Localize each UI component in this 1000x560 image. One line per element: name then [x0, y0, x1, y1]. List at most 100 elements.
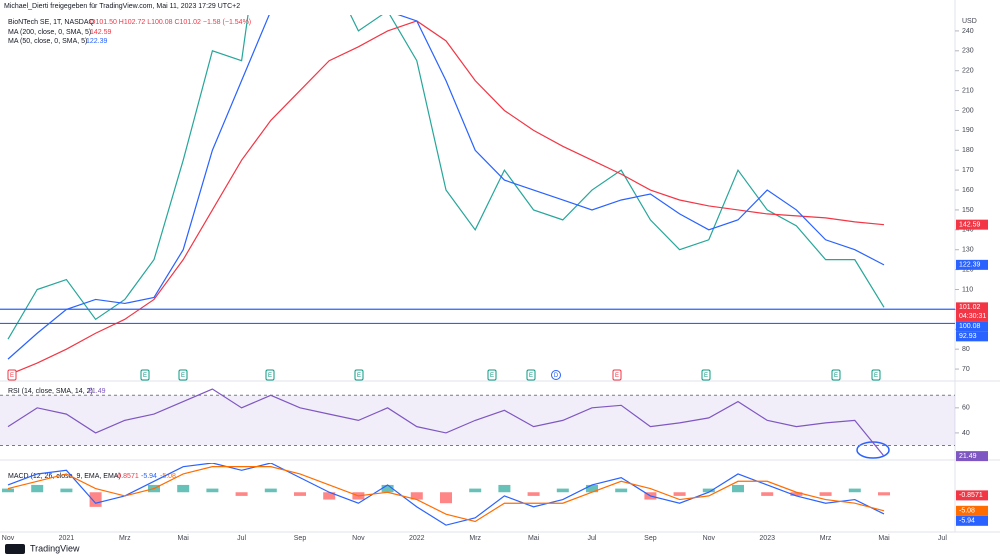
- macd-histogram-bar: [498, 484, 511, 493]
- currency: USD: [962, 18, 977, 25]
- ma200-legend: MA (200, close, 0, SMA, 5): [8, 29, 91, 36]
- macd-histogram-bar: [264, 488, 277, 493]
- rsi-legend: RSI (14, close, SMA, 14, 2): [8, 388, 93, 395]
- badge-bg: [956, 311, 988, 322]
- y-tick-label: 60: [962, 405, 970, 412]
- event-label: E: [10, 373, 14, 379]
- symbol: BioNTech SE, 1T, NASDAQ: [8, 19, 95, 26]
- macd-value: -5.94: [141, 473, 157, 480]
- badge-text: 100.08: [959, 323, 981, 330]
- macd-histogram-bar: [410, 492, 423, 500]
- price-badge: 122.39: [956, 259, 988, 270]
- signal-line: [7, 466, 885, 523]
- y-tick-label: 70: [962, 366, 970, 373]
- event-label: E: [181, 373, 185, 379]
- rsi-badge: 21.49: [956, 451, 988, 462]
- macd-histogram-bar: [235, 492, 248, 496]
- event-label: E: [704, 373, 708, 379]
- event-label: E: [357, 373, 361, 379]
- badge-bg: [956, 259, 988, 270]
- event-label: E: [834, 373, 838, 379]
- badge-text: 101.02: [959, 304, 981, 311]
- badge-bg: [956, 451, 988, 462]
- logo: TradingView: [30, 543, 80, 553]
- macd-line: [7, 463, 885, 526]
- x-tick-label: Mrz: [119, 535, 131, 542]
- macd-histogram-bar: [31, 484, 44, 493]
- macd-histogram-bar: [177, 484, 190, 493]
- macd-histogram-bar: [878, 492, 890, 496]
- badge-text: 122.39: [959, 262, 981, 269]
- signal-value: -5.08: [160, 473, 176, 480]
- macd-histogram-bar: [819, 492, 832, 496]
- price-badge: 100.08: [956, 321, 988, 332]
- x-tick-label: Mrz: [820, 535, 832, 542]
- badge-bg: [956, 331, 988, 342]
- x-tick-label: Mrz: [469, 535, 481, 542]
- badge-bg: [956, 505, 988, 516]
- macd-pane: [2, 463, 890, 526]
- x-tick-label: Nov: [352, 535, 365, 542]
- moving-average: [7, 15, 885, 360]
- price-badge: 92.93: [956, 331, 988, 342]
- rsi-value: 21.49: [88, 388, 106, 395]
- macd-badge: -5.94: [956, 515, 988, 526]
- badge-text: -5.08: [959, 508, 975, 515]
- macd-histogram-bar: [381, 484, 394, 493]
- event-icon: [831, 369, 841, 381]
- badge-text: 21.49: [959, 453, 977, 460]
- ma200-value: 142.59: [90, 29, 112, 36]
- macd-histogram-bar: [790, 492, 803, 496]
- badge-text: 92.93: [959, 333, 977, 340]
- macd-histogram-bar: [206, 488, 219, 493]
- macd-histogram-bar: [440, 492, 452, 504]
- x-tick-label: 2022: [409, 535, 425, 542]
- macd-legend: MACD (12, 26, close, 9, EMA, EMA): [8, 473, 121, 480]
- price-pane: [0, 15, 955, 376]
- x-tick-label: Jul: [237, 535, 246, 542]
- macd-histogram-bar: [586, 484, 598, 493]
- price-badge: 101.02: [956, 302, 988, 313]
- price-line: [7, 15, 885, 340]
- y-tick-label: 180: [962, 147, 974, 154]
- y-tick-label: 130: [962, 247, 974, 254]
- badge-bg: [956, 490, 988, 501]
- y-tick-label: 220: [962, 68, 974, 75]
- event-icon: [265, 369, 275, 381]
- event-label: E: [490, 373, 494, 379]
- y-tick-label: 170: [962, 167, 974, 174]
- price-badge: 142.59: [956, 219, 988, 230]
- y-tick-label: 80: [962, 346, 970, 353]
- macd-histogram-bar: [848, 488, 861, 493]
- event-icon: [526, 369, 536, 381]
- badge-bg: [956, 219, 988, 230]
- ohlc: O101.50 H102.72 L100.08 C101.02 −1.58 (−…: [90, 19, 251, 26]
- x-tick-label: Jul: [588, 535, 597, 542]
- event-icon: [487, 369, 497, 381]
- y-tick-label: 200: [962, 107, 974, 114]
- y-tick-label: 150: [962, 207, 974, 214]
- y-tick-label: 210: [962, 87, 974, 94]
- event-icon: [612, 369, 622, 381]
- x-tick-label: Mai: [178, 535, 190, 542]
- x-tick-label: Mai: [528, 535, 540, 542]
- event-label: E: [615, 373, 619, 379]
- macd-histogram-bar: [702, 488, 715, 493]
- event-icon: [871, 369, 881, 381]
- macd-histogram-bar: [761, 492, 774, 496]
- event-icon: [140, 369, 150, 381]
- badge-text: -0.8571: [959, 492, 983, 499]
- macd-histogram-bar: [2, 488, 14, 493]
- x-tick-label: Mai: [878, 535, 890, 542]
- x-tick-label: Sep: [294, 535, 307, 542]
- macd-histogram-bar: [615, 488, 628, 493]
- macd-histogram-bar: [556, 488, 569, 493]
- rsi-band: [0, 395, 955, 446]
- y-tick-label: 190: [962, 127, 974, 134]
- y-tick-label: 230: [962, 48, 974, 55]
- rsi-pane: [0, 388, 955, 457]
- event-icon: [178, 369, 188, 381]
- event-icon: [7, 369, 17, 381]
